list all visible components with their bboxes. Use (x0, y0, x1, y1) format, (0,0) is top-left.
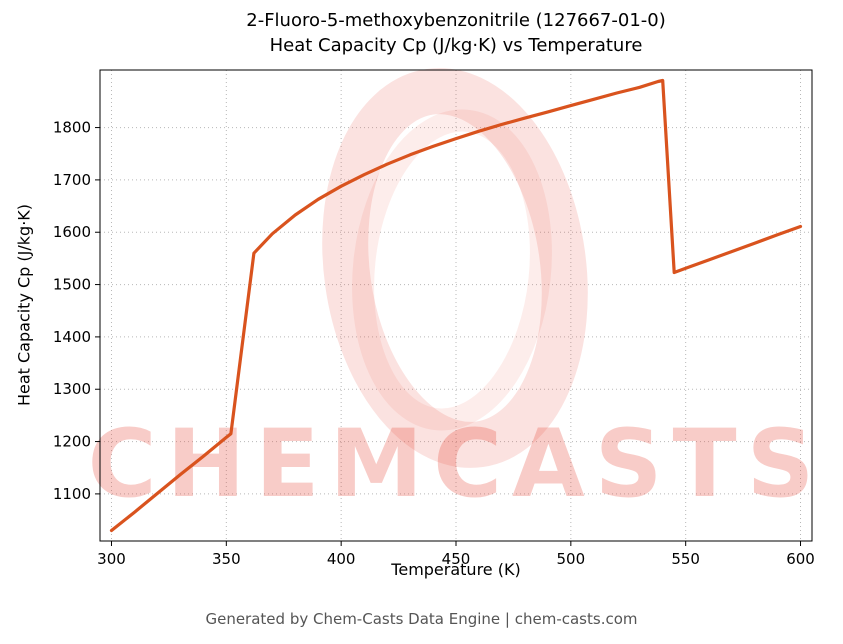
y-tick-label: 1700 (53, 171, 91, 189)
y-tick-label: 1500 (53, 276, 91, 294)
x-tick-label: 450 (442, 550, 471, 568)
y-tick-label: 1100 (53, 485, 91, 503)
watermark: CHEMCASTS (88, 68, 825, 519)
tick-labels: 300 350 400 450 500 550 600 1100 1200 1300 1400 150… (53, 119, 815, 568)
chart-title-line2: Heat Capacity Cp (J/kg·K) vs Temperature (269, 35, 643, 57)
y-tick-label: 1600 (53, 223, 91, 241)
y-axis-label: Heat Capacity Cp (J/kg·K) (14, 203, 34, 407)
x-tick-label: 300 (97, 550, 126, 568)
chart-title-line1: 2-Fluoro-5-methoxybenzonitrile (127667-0… (246, 10, 666, 31)
cp-line-series (109, 78, 803, 533)
x-tick-label: 500 (557, 550, 586, 568)
y-tick-label: 1800 (53, 119, 91, 137)
watermark-text: CHEMCASTS (88, 410, 825, 519)
y-tick-label: 1300 (53, 380, 91, 398)
x-tick-label: 350 (212, 550, 241, 568)
chart-title: 2-Fluoro-5-methoxybenzonitrile (127667-0… (100, 8, 812, 58)
x-tick-label: 550 (671, 550, 700, 568)
gridlines (100, 70, 812, 541)
x-axis-label: Temperature (K) (391, 560, 521, 579)
x-tick-label: 400 (327, 550, 356, 568)
x-tick-label: 600 (786, 550, 815, 568)
y-tick-label: 1400 (53, 328, 91, 346)
footer-credit: Generated by Chem-Casts Data Engine | ch… (205, 610, 638, 628)
y-tick-label: 1200 (53, 433, 91, 451)
